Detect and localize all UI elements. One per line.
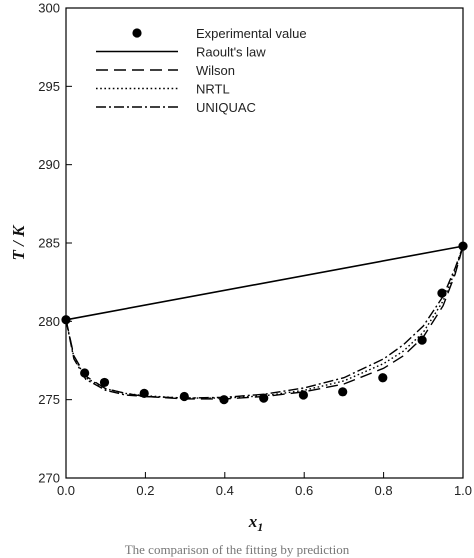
series-line-raoult-s-law bbox=[65, 245, 464, 321]
data-point bbox=[378, 373, 388, 383]
data-point bbox=[61, 315, 71, 325]
y-tick-label: 280 bbox=[38, 314, 60, 329]
series-line-nrtl bbox=[65, 245, 464, 399]
legend-label: UNIQUAC bbox=[196, 100, 256, 115]
figure-caption: The comparison of the fitting by predict… bbox=[125, 542, 350, 557]
data-point bbox=[179, 391, 189, 402]
y-tick-label: 285 bbox=[38, 236, 60, 251]
legend-label: Experimental value bbox=[196, 26, 307, 41]
y-axis-title: T / K bbox=[9, 224, 28, 261]
data-point bbox=[259, 393, 269, 403]
data-point bbox=[417, 335, 427, 345]
plot-frame bbox=[65, 7, 464, 479]
data-point bbox=[338, 387, 348, 397]
y-tick-label: 300 bbox=[38, 1, 60, 16]
legend-label: Raoult's law bbox=[196, 45, 266, 60]
x-tick-label: 0.0 bbox=[57, 483, 75, 498]
x-tick-label: 0.6 bbox=[295, 483, 313, 498]
plot-area: 0.0 0.2 0.4 0.6 0.8 1.0 270 275 280 285 290 295 300 bbox=[38, 1, 472, 499]
data-point bbox=[99, 377, 110, 388]
y-tick-label: 270 bbox=[38, 471, 60, 486]
y-tick-label: 290 bbox=[38, 157, 60, 172]
x-axis-title: x1 bbox=[248, 512, 264, 534]
x-tick-label: 0.2 bbox=[136, 483, 154, 498]
y-tick-label: 295 bbox=[38, 79, 60, 94]
data-point bbox=[219, 395, 229, 405]
x-tick-label: 0.4 bbox=[216, 483, 234, 498]
x-tick-label: 1.0 bbox=[454, 483, 472, 498]
x-tick-label: 0.8 bbox=[375, 483, 393, 498]
data-point bbox=[458, 241, 468, 251]
data-point bbox=[437, 288, 447, 298]
data-point bbox=[298, 390, 309, 400]
series-line-uniquac bbox=[65, 245, 464, 399]
legend-marker bbox=[132, 28, 142, 38]
legend: Experimental value Raoult's law Wilson NRTL… bbox=[96, 26, 307, 115]
series-line-wilson bbox=[65, 245, 464, 400]
y-tick-label: 275 bbox=[38, 392, 60, 407]
data-point bbox=[139, 388, 149, 398]
legend-label: Wilson bbox=[196, 63, 235, 78]
data-point bbox=[80, 368, 90, 378]
legend-label: NRTL bbox=[196, 82, 230, 97]
